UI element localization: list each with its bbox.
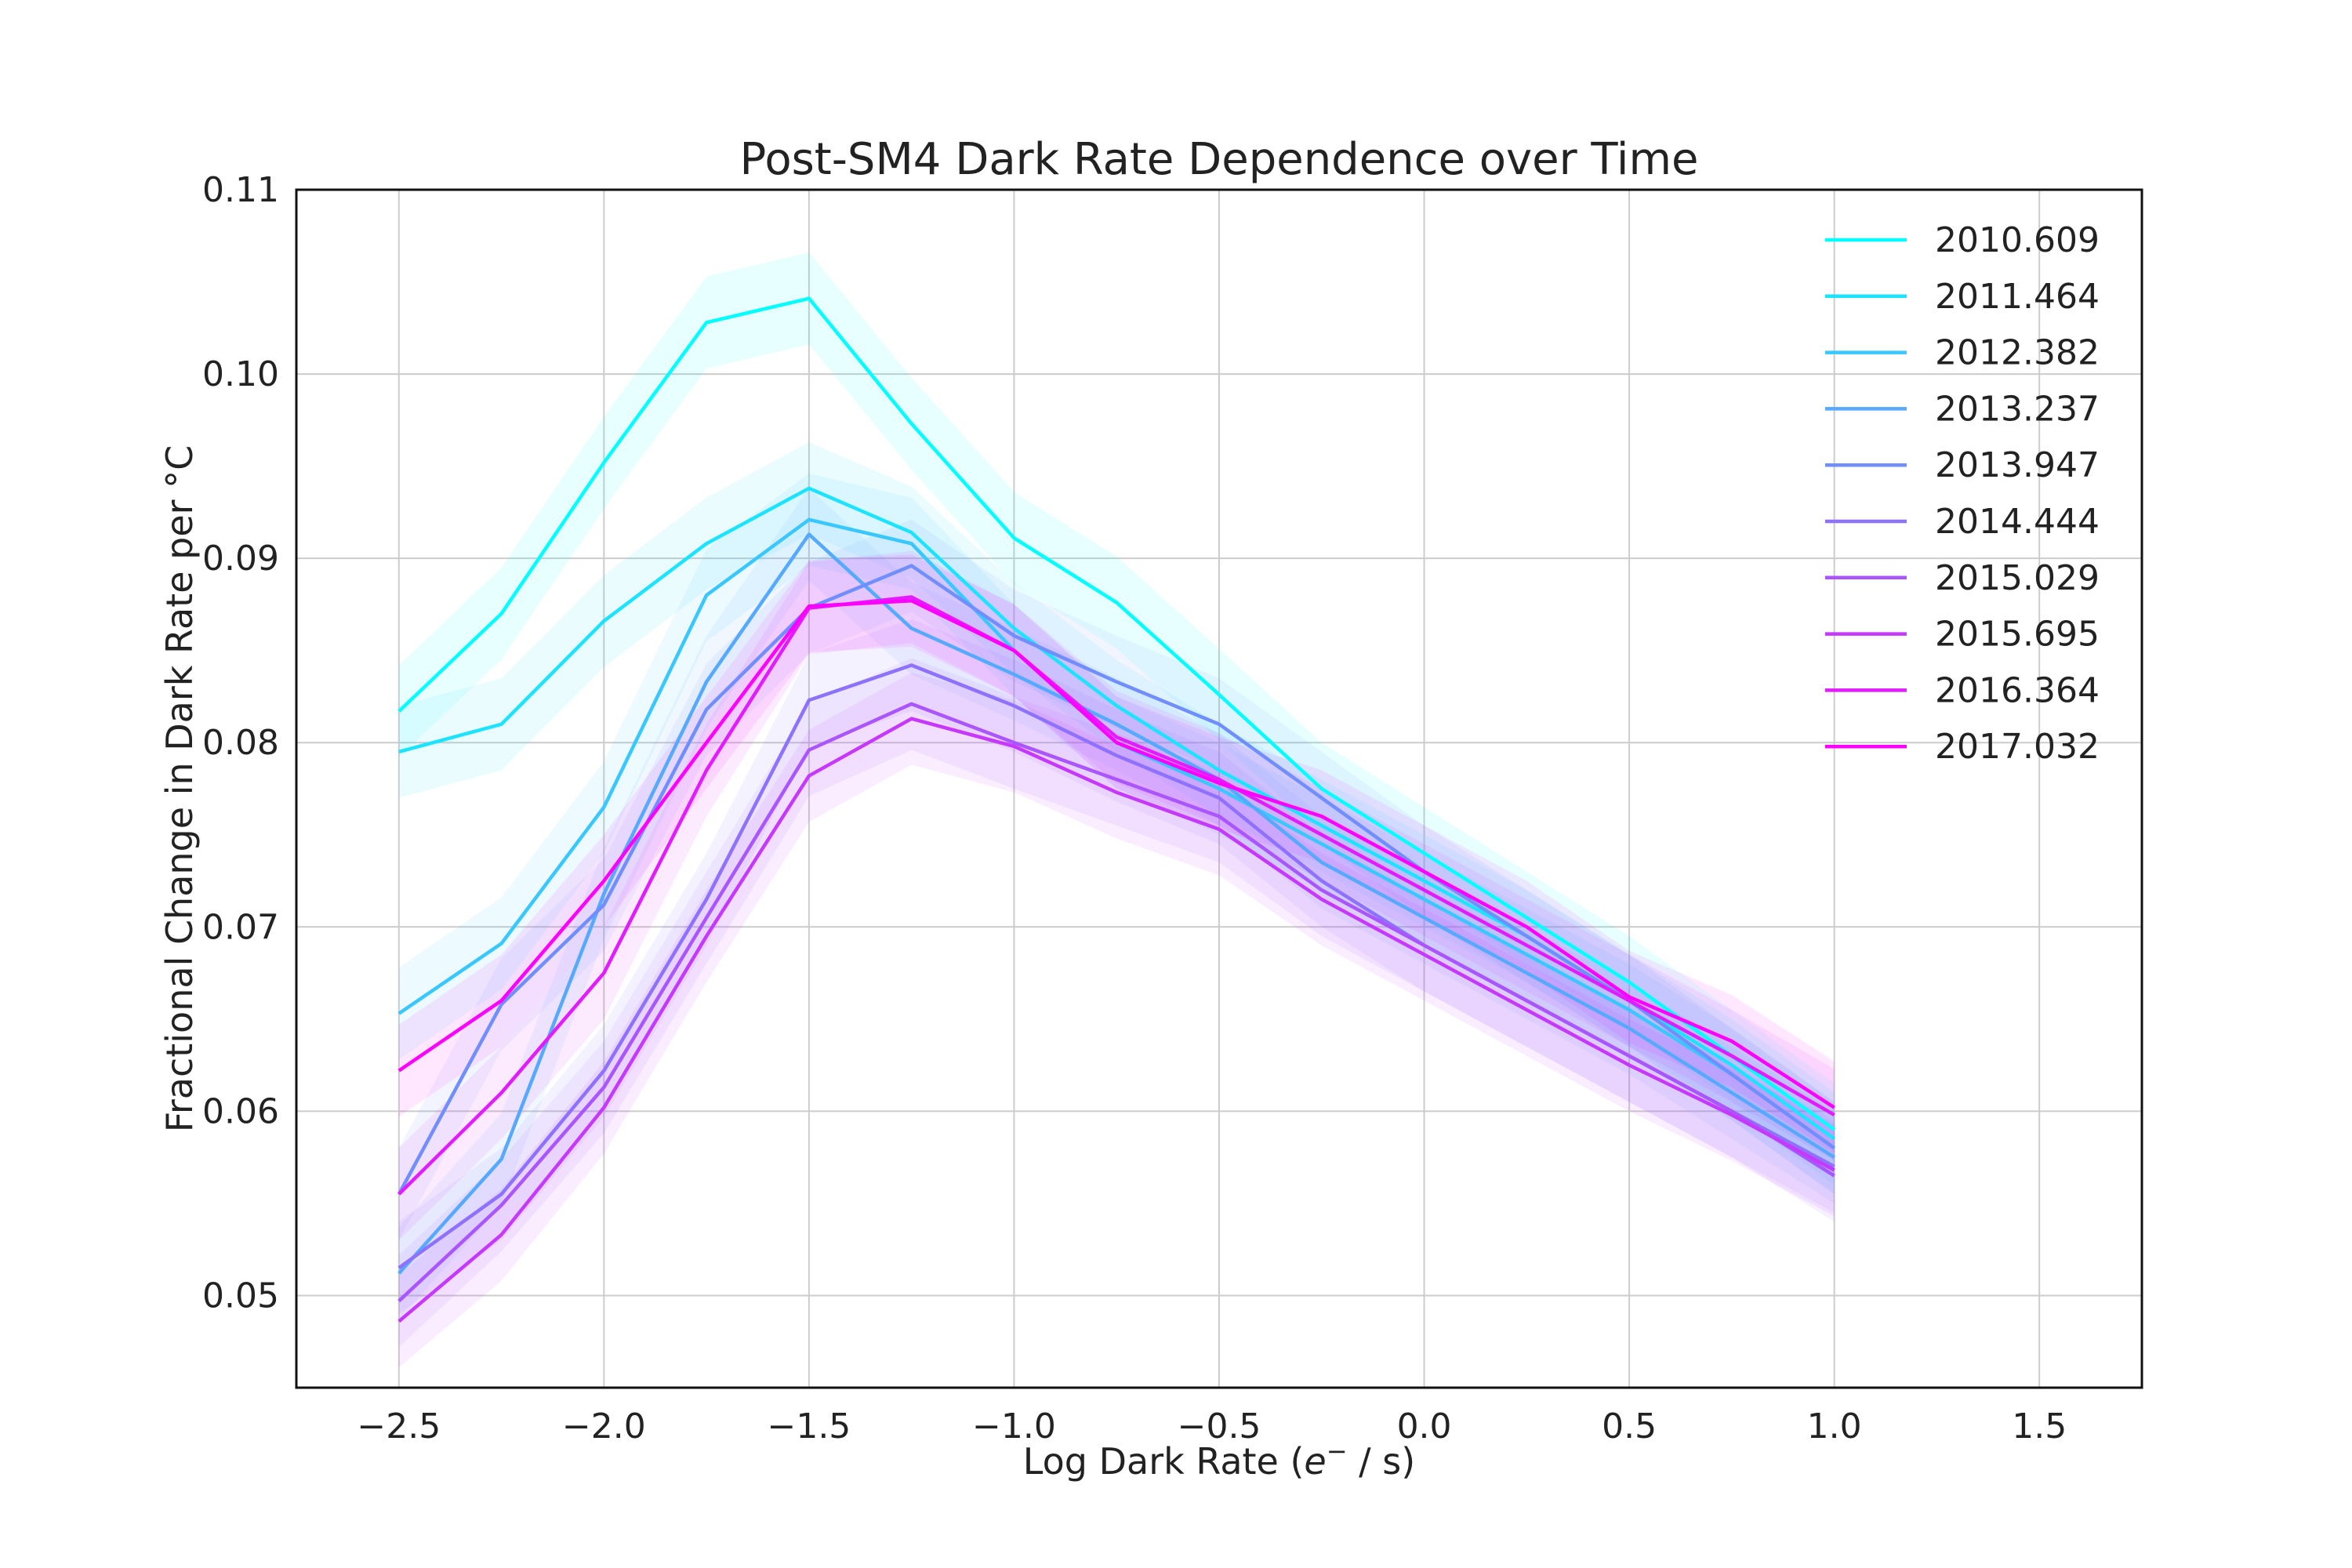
y-axis-ticks: 0.05 0.06 0.07 0.08 0.09 0.10 0.11 (202, 170, 279, 1316)
y-tick-label: 0.11 (202, 170, 279, 210)
series-line-2016.364 (397, 595, 1835, 1196)
x-tick-label: −1.5 (767, 1406, 851, 1446)
y-axis-label: Fractional Change in Dark Rate per °C (158, 445, 201, 1133)
y-tick-label: 0.07 (202, 907, 279, 947)
y-tick-label: 0.08 (202, 723, 279, 763)
series-lines (397, 296, 1835, 1323)
x-axis-label: Log Dark Rate (e− / s) (1023, 1436, 1415, 1483)
confidence-band-2017.032 (398, 554, 1835, 1154)
y-tick-label: 0.09 (202, 539, 279, 579)
confidence-bands (398, 252, 1835, 1368)
series-line-2015.695 (397, 717, 1835, 1323)
x-axis-label-main: Log Dark Rate ( (1023, 1440, 1305, 1483)
legend-label: 2016.364 (1935, 670, 2100, 710)
series-line-2013.237 (397, 532, 1835, 1275)
x-tick-label: −2.5 (357, 1406, 441, 1446)
x-axis-ticks: −2.5 −2.0 −1.5 −1.0 −0.5 0.0 0.5 1.0 1.5 (357, 1406, 2067, 1446)
legend-label: 2011.464 (1935, 277, 2100, 317)
plot-frame (295, 188, 2143, 1389)
legend-label: 2013.947 (1935, 445, 2100, 485)
series-line-2017.032 (397, 598, 1835, 1109)
x-axis-label-tail: / s) (1348, 1440, 1416, 1483)
chart-title: Post-SM4 Dark Rate Dependence over Time (740, 134, 1699, 185)
confidence-band-2015.029 (398, 658, 1835, 1348)
confidence-band-2014.444 (398, 619, 1835, 1314)
legend-label: 2015.695 (1935, 615, 2100, 655)
x-tick-label: −2.0 (562, 1406, 646, 1446)
y-tick-label: 0.06 (202, 1091, 279, 1131)
x-axis-label-italic: e (1304, 1440, 1326, 1483)
legend-label: 2017.032 (1935, 727, 2100, 767)
legend-label: 2013.237 (1935, 389, 2100, 429)
legend: 2010.609 2011.464 2012.382 2013.237 2013.947… (1825, 220, 2100, 767)
y-tick-label: 0.05 (202, 1276, 279, 1316)
x-tick-label: −0.5 (1178, 1406, 1261, 1446)
x-tick-label: 0.5 (1602, 1406, 1657, 1446)
legend-label: 2015.029 (1935, 558, 2100, 598)
x-tick-label: 1.0 (1807, 1406, 1862, 1446)
x-tick-label: −1.0 (972, 1406, 1056, 1446)
series-line-2015.029 (397, 702, 1835, 1303)
confidence-band-2016.364 (398, 550, 1835, 1240)
legend-label: 2014.444 (1935, 502, 2100, 542)
series-line-2010.609 (397, 296, 1835, 1131)
series-line-2013.947 (397, 564, 1835, 1196)
y-tick-label: 0.10 (202, 354, 279, 394)
confidence-band-2015.695 (398, 672, 1835, 1368)
x-tick-label: 1.5 (2012, 1406, 2067, 1446)
legend-label: 2012.382 (1935, 333, 2100, 373)
confidence-band-2013.947 (398, 519, 1835, 1240)
x-axis-label-superscript: − (1327, 1436, 1348, 1466)
legend-label: 2010.609 (1935, 220, 2100, 260)
x-tick-label: 0.0 (1397, 1406, 1452, 1446)
